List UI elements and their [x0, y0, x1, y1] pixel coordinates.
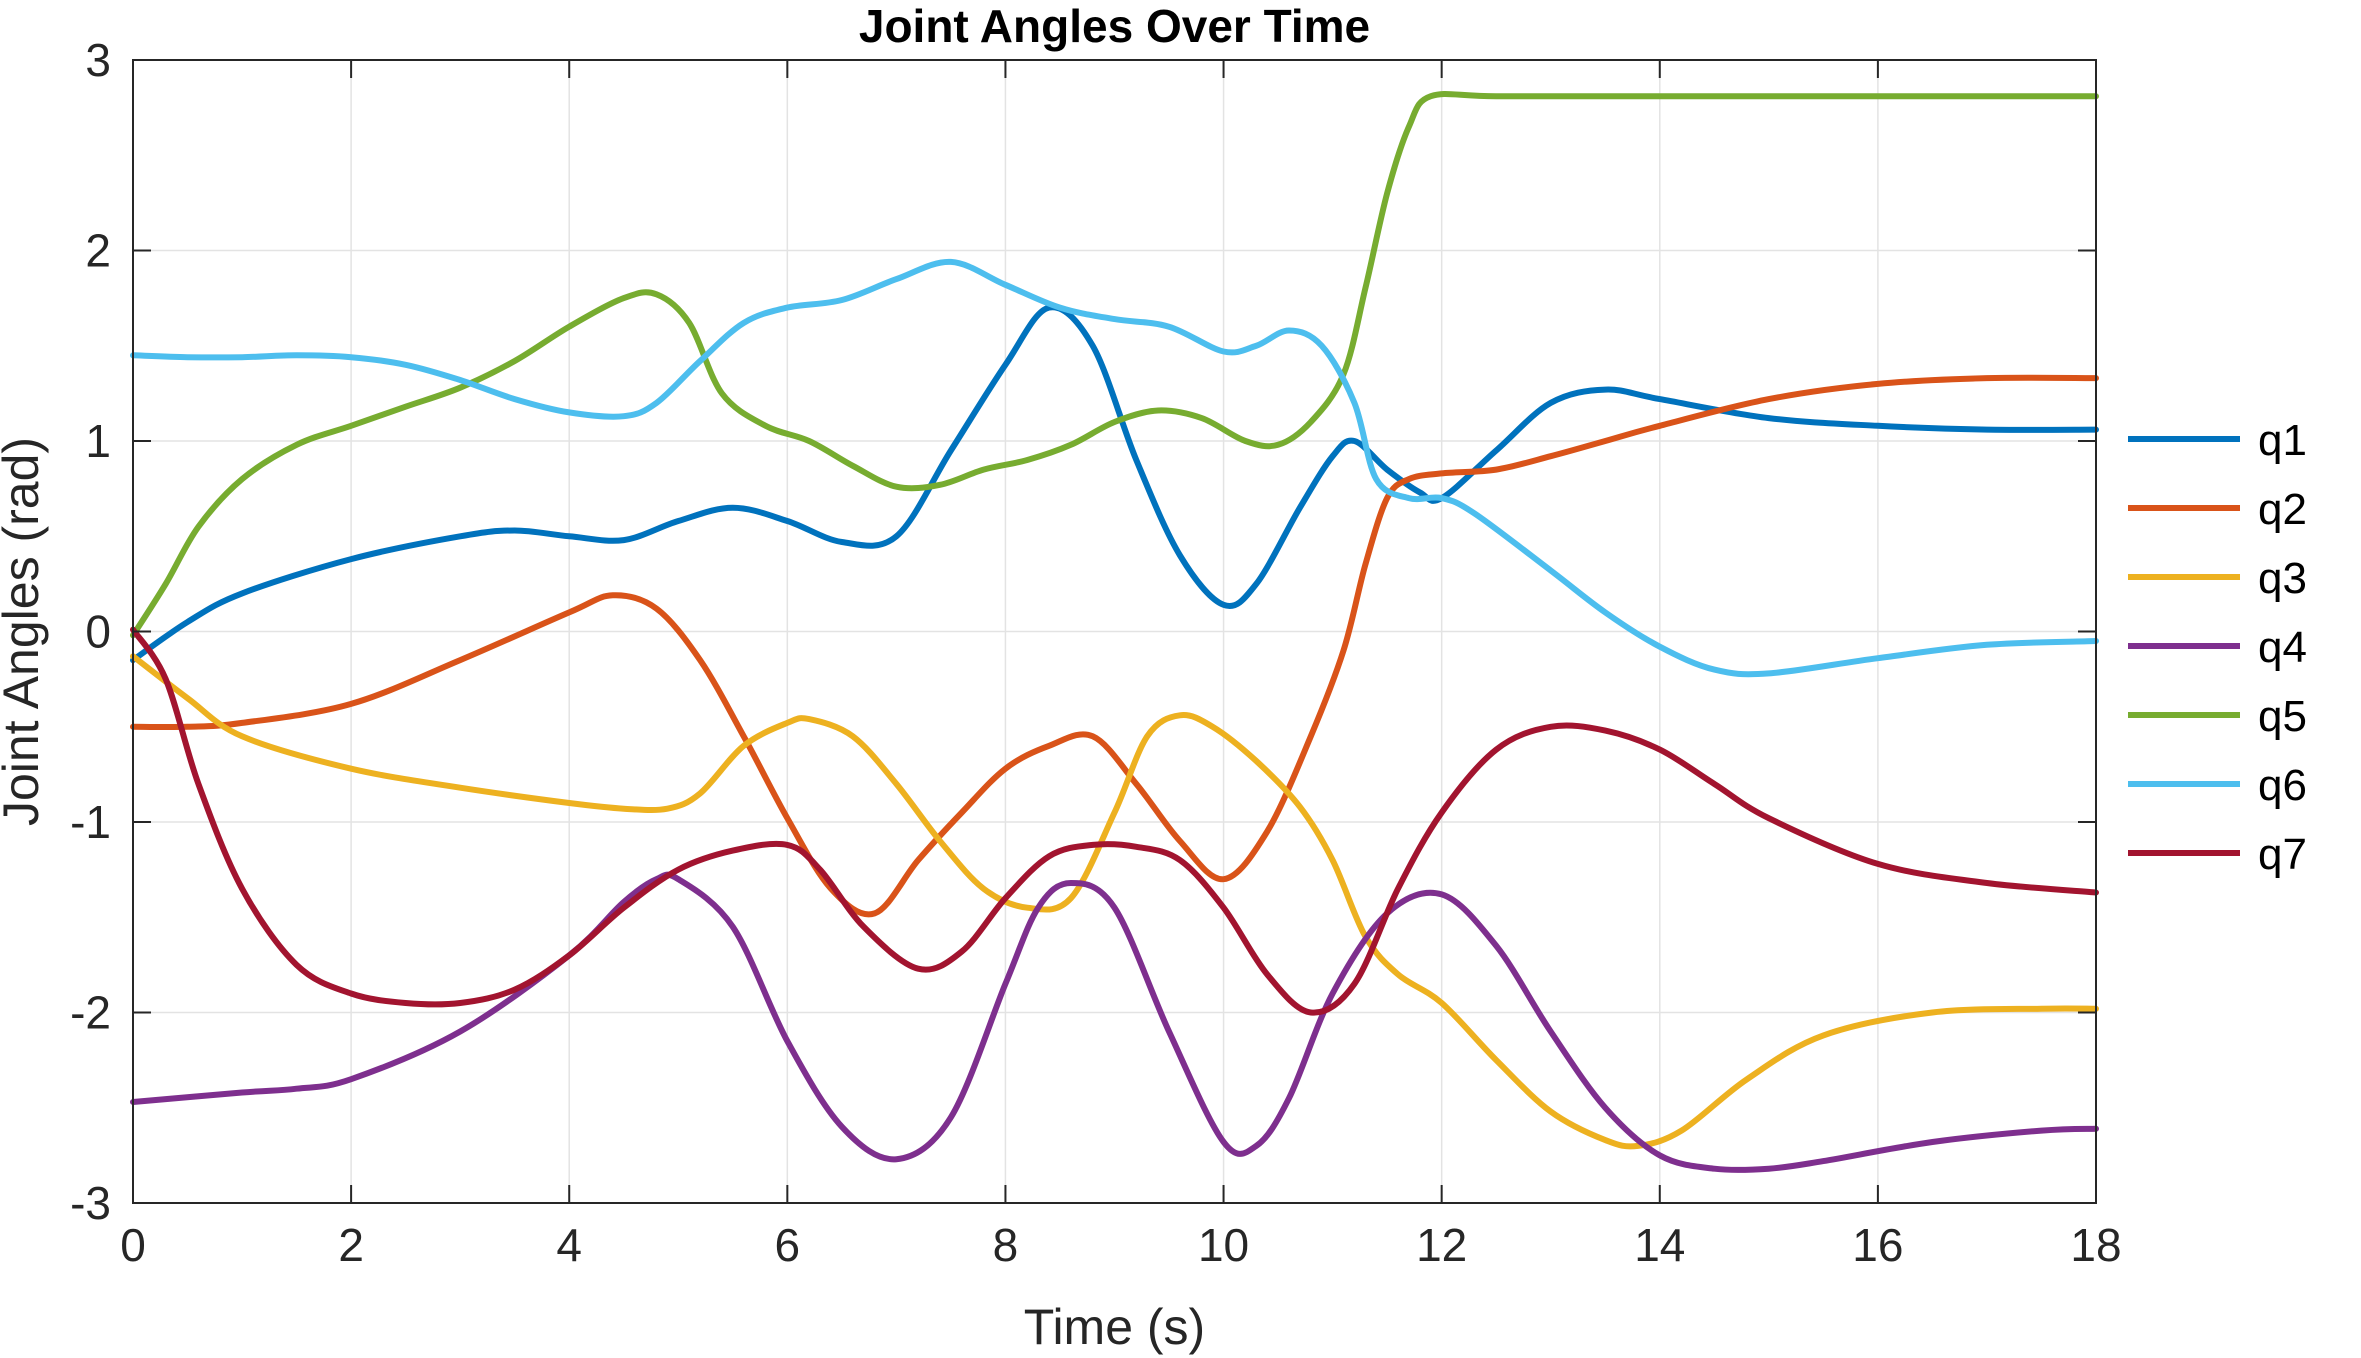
x-tick-label: 18 — [2070, 1219, 2121, 1271]
y-tick-label: 2 — [85, 225, 111, 277]
chart-title: Joint Angles Over Time — [859, 0, 1370, 52]
x-tick-label: 4 — [556, 1219, 582, 1271]
x-tick-label: 12 — [1416, 1219, 1467, 1271]
x-tick-label: 0 — [120, 1219, 146, 1271]
x-tick-label: 6 — [775, 1219, 801, 1271]
legend-label-q3: q3 — [2258, 554, 2307, 603]
x-tick-label: 2 — [338, 1219, 364, 1271]
x-axis: 0 2 4 6 8 10 12 14 16 18 — [120, 60, 2122, 1271]
series-line-q1 — [130, 304, 2099, 664]
x-tick-label: 14 — [1634, 1219, 1685, 1271]
legend-label-q2: q2 — [2258, 485, 2307, 534]
legend-label-q5: q5 — [2258, 692, 2307, 741]
series-line-q7 — [130, 626, 2099, 1016]
y-tick-label: -1 — [70, 796, 111, 848]
series-layer — [130, 90, 2099, 1174]
y-tick-label: -3 — [70, 1177, 111, 1229]
series-line-q5 — [130, 90, 2099, 639]
x-tick-label: 16 — [1852, 1219, 1903, 1271]
y-tick-label: -2 — [70, 987, 111, 1039]
x-tick-label: 8 — [993, 1219, 1019, 1271]
legend: q1 q2 q3 q4 q5 q6 q7 — [2128, 416, 2307, 879]
y-axis-label: Joint Angles (rad) — [0, 437, 49, 826]
series-line-q6 — [130, 258, 2099, 678]
x-axis-label: Time (s) — [1024, 1299, 1205, 1355]
series-line-q2 — [130, 374, 2099, 918]
legend-label-q1: q1 — [2258, 416, 2307, 465]
y-tick-label: 0 — [85, 606, 111, 658]
y-axis: -3 -2 -1 0 1 2 3 — [70, 34, 2096, 1229]
legend-label-q4: q4 — [2258, 623, 2307, 672]
y-tick-label: 1 — [85, 415, 111, 467]
legend-label-q6: q6 — [2258, 761, 2307, 810]
legend-label-q7: q7 — [2258, 830, 2307, 879]
y-tick-label: 3 — [85, 34, 111, 86]
x-tick-label: 10 — [1198, 1219, 1249, 1271]
